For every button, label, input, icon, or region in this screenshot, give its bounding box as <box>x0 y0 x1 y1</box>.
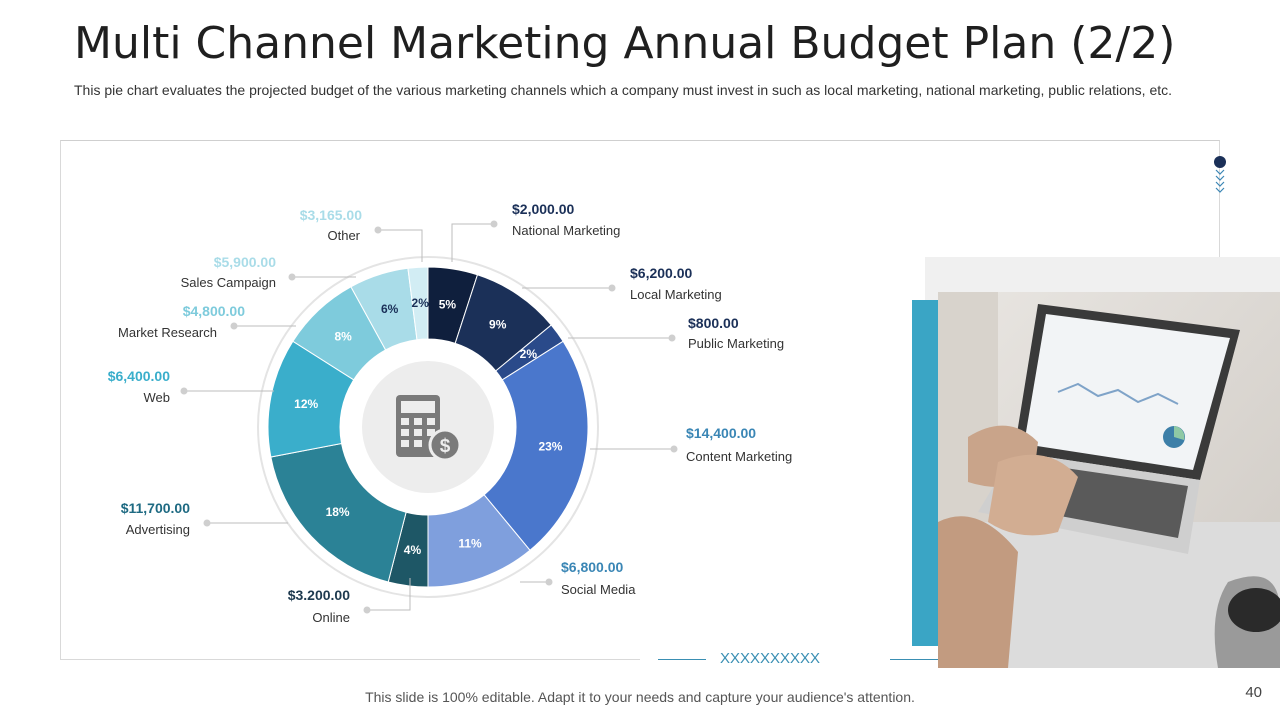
amount-label-web: $6,400.00 <box>108 368 170 384</box>
category-label-market-research: Market Research <box>118 325 217 340</box>
leader-dot-other <box>374 226 382 234</box>
leader-dot-social-media <box>545 578 553 586</box>
category-label-content-marketing: Content Marketing <box>686 449 792 464</box>
photo-accent-bar <box>912 300 938 646</box>
leader-dot-online <box>363 606 371 614</box>
chevron-down-icon <box>1215 169 1225 193</box>
leader-dot-local-marketing <box>608 284 616 292</box>
percent-label-sales-campaign: 6% <box>381 302 399 316</box>
slide-title: Multi Channel Marketing Annual Budget Pl… <box>74 18 1176 69</box>
leader-dot-sales-campaign <box>288 273 296 281</box>
leader-line-national-marketing <box>451 223 494 262</box>
slide-subtitle: This pie chart evaluates the projected b… <box>74 82 1173 98</box>
leader-dot-advertising <box>203 519 211 527</box>
decorative-x-pattern: XXXXXXXXXX <box>720 650 821 667</box>
amount-label-social-media: $6,800.00 <box>561 559 623 575</box>
amount-label-sales-campaign: $5,900.00 <box>214 254 276 270</box>
category-label-sales-campaign: Sales Campaign <box>181 275 276 290</box>
calculator-dollar-icon: $ <box>396 395 462 462</box>
amount-label-advertising: $11,700.00 <box>121 500 191 516</box>
category-label-advertising: Advertising <box>126 522 190 537</box>
percent-label-advertising: 18% <box>326 505 350 519</box>
percent-label-other: 2% <box>412 296 430 310</box>
svg-text:$: $ <box>440 436 451 457</box>
percent-label-online: 4% <box>404 543 422 557</box>
leader-line-other <box>378 229 423 262</box>
leader-dot-national-marketing <box>490 220 498 228</box>
category-label-online: Online <box>312 610 350 625</box>
amount-label-national-marketing: $2,000.00 <box>512 201 574 217</box>
category-label-local-marketing: Local Marketing <box>630 287 722 302</box>
leader-dot-web <box>180 387 188 395</box>
amount-label-public-marketing: $800.00 <box>688 315 739 331</box>
percent-label-public-marketing: 2% <box>520 347 538 361</box>
category-label-national-marketing: National Marketing <box>512 223 620 238</box>
leader-dot-public-marketing <box>668 334 676 342</box>
page-number: 40 <box>1245 684 1262 701</box>
budget-donut-chart: $ 5% 9% 2% 23% 11% 4% 18% 12% 8% 6% 2% $2,000.00 Na… <box>108 201 793 625</box>
percent-label-market-research: 8% <box>334 330 352 344</box>
percent-label-web: 12% <box>294 397 318 411</box>
leader-line-online <box>367 578 411 611</box>
decorative-line-left <box>658 659 706 660</box>
leader-dot-market-research <box>230 322 238 330</box>
percent-label-local-marketing: 9% <box>489 317 507 331</box>
amount-label-market-research: $4,800.00 <box>183 303 245 319</box>
percent-label-national-marketing: 5% <box>439 298 457 312</box>
category-label-web: Web <box>144 390 171 405</box>
amount-label-other: $3,165.00 <box>300 207 362 223</box>
laptop-photo <box>938 292 1280 668</box>
amount-label-online: $3.200.00 <box>288 587 350 603</box>
category-label-public-marketing: Public Marketing <box>688 336 784 351</box>
decorative-line-right <box>890 659 938 660</box>
footer-note: This slide is 100% editable. Adapt it to… <box>365 689 915 705</box>
amount-label-local-marketing: $6,200.00 <box>630 265 692 281</box>
leader-dot-content-marketing <box>670 445 678 453</box>
navy-dot-icon <box>1214 156 1226 168</box>
percent-label-social-media: 11% <box>458 537 482 551</box>
category-label-other: Other <box>327 228 360 243</box>
category-label-social-media: Social Media <box>561 582 636 597</box>
percent-label-content-marketing: 23% <box>538 439 562 453</box>
amount-label-content-marketing: $14,400.00 <box>686 425 756 441</box>
